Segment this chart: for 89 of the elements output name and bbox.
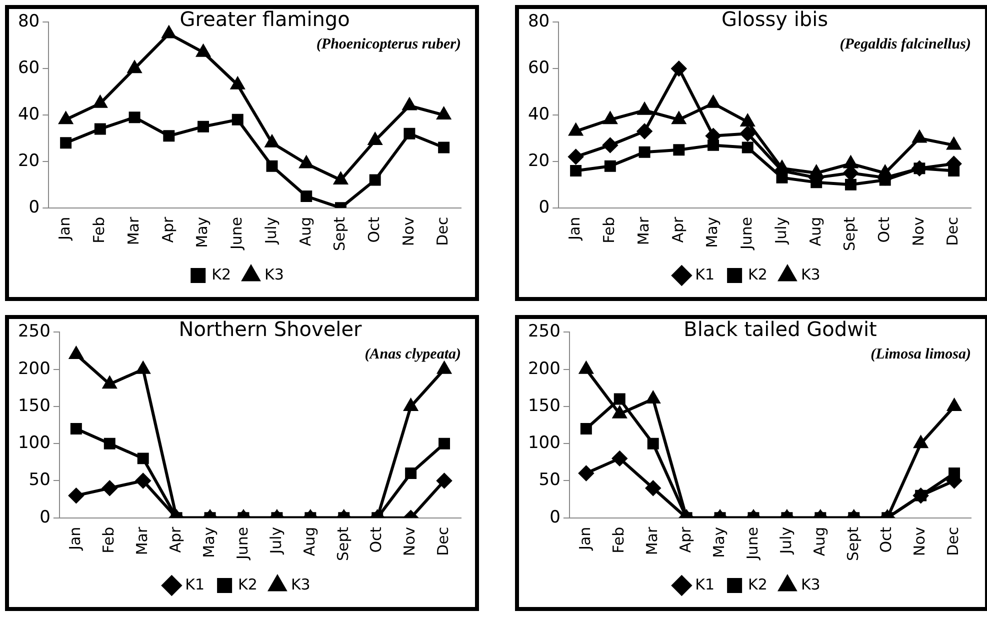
- text: (Anas clypeata): [364, 346, 462, 362]
- y-tick-label: 60: [528, 58, 550, 78]
- chart-title: Northern Shoveler: [178, 317, 362, 342]
- y-tick-label: 150: [528, 396, 560, 416]
- x-tick-label: Feb: [600, 216, 618, 244]
- x-tick-label: Dec: [434, 526, 452, 556]
- x-tick-label: Nov: [400, 526, 419, 556]
- chart-title: Glossy ibis: [722, 7, 828, 32]
- x-tick-label: May: [703, 216, 722, 248]
- x-tick-label: Aug: [296, 216, 314, 246]
- x-tick-label: Sept: [844, 526, 862, 562]
- x-tick-label: Apr: [166, 526, 184, 553]
- x-tick-label: Nov: [909, 216, 928, 246]
- x-tick-label: June: [228, 216, 246, 251]
- y-tick-label: 0: [40, 507, 50, 528]
- x-tick-label: Feb: [100, 526, 118, 554]
- legend-label: K2: [748, 575, 768, 594]
- text: (Limosa limosa): [870, 346, 971, 362]
- chart-title: Greater flamingo: [180, 7, 350, 32]
- legend-label: K1: [695, 575, 715, 594]
- x-tick-label: July: [772, 216, 790, 245]
- text: (Pegaldis falcinellus): [840, 36, 971, 52]
- y-tick-label: 100: [528, 433, 560, 454]
- x-tick-label: Sept: [334, 526, 352, 562]
- y-tick-label: 250: [18, 322, 50, 342]
- x-tick-label: Feb: [610, 526, 628, 554]
- y-tick-label: 150: [18, 396, 50, 416]
- y-tick-label: 200: [18, 358, 50, 379]
- y-tick-label: 100: [18, 433, 50, 454]
- x-tick-label: May: [193, 216, 212, 248]
- x-tick-label: Dec: [944, 526, 962, 556]
- x-tick-label: June: [738, 216, 756, 251]
- x-tick-label: Aug: [806, 216, 824, 246]
- legend-label: K3: [264, 265, 284, 284]
- y-tick-label: 250: [528, 322, 560, 342]
- y-tick-label: 200: [528, 358, 560, 379]
- x-tick-label: Sept: [330, 216, 349, 252]
- x-tick-label: July: [776, 526, 795, 555]
- legend-label: K2: [238, 575, 258, 594]
- y-tick-label: 50: [538, 470, 560, 490]
- y-tick-label: 0: [28, 197, 40, 218]
- legend-label: K3: [800, 575, 820, 594]
- x-tick-label: July: [266, 526, 285, 555]
- legend-label: K1: [185, 575, 205, 594]
- x-tick-label: May: [200, 526, 218, 558]
- x-tick-label: Mar: [124, 216, 142, 246]
- x-tick-label: Mar: [634, 216, 652, 246]
- y-tick-label: 40: [528, 104, 550, 124]
- y-tick-label: 60: [18, 58, 40, 78]
- y-tick-label: 0: [538, 197, 550, 218]
- y-tick-label: 50: [28, 470, 50, 490]
- x-tick-label: Jan: [566, 216, 584, 241]
- y-tick-label: 40: [18, 104, 40, 124]
- x-tick-label: Apr: [668, 216, 687, 243]
- x-tick-label: Dec: [434, 216, 452, 246]
- x-tick-label: Nov: [910, 526, 929, 556]
- y-tick-label: 20: [18, 150, 40, 171]
- x-tick-label: Sept: [840, 216, 859, 252]
- x-tick-label: Oct: [364, 216, 383, 243]
- text: (Phoenicopterus ruber): [316, 36, 461, 52]
- x-tick-label: Oct: [877, 526, 896, 553]
- x-tick-label: Nov: [399, 216, 418, 246]
- legend-label: K3: [800, 265, 820, 284]
- y-tick-label: 20: [528, 150, 550, 171]
- x-tick-label: Mar: [642, 526, 661, 556]
- x-tick-label: June: [233, 526, 252, 561]
- x-tick-label: July: [262, 216, 280, 245]
- x-tick-label: Apr: [158, 216, 177, 243]
- x-tick-label: Jan: [576, 526, 594, 551]
- x-tick-label: Feb: [90, 216, 108, 244]
- x-tick-label: Oct: [367, 526, 386, 553]
- x-tick-label: Jan: [66, 526, 84, 551]
- x-tick-label: Oct: [874, 216, 893, 243]
- y-tick-label: 80: [18, 12, 40, 32]
- y-tick-label: 0: [550, 507, 560, 528]
- x-tick-label: Apr: [676, 526, 694, 553]
- x-tick-label: Aug: [300, 526, 318, 556]
- x-tick-label: Aug: [810, 526, 828, 556]
- x-tick-label: Jan: [56, 216, 74, 241]
- chart-title: Black tailed Godwit: [684, 317, 877, 342]
- legend-label: K2: [212, 265, 232, 284]
- x-tick-label: May: [710, 526, 728, 558]
- legend-label: K1: [695, 265, 715, 284]
- x-tick-label: June: [743, 526, 762, 561]
- legend-label: K2: [748, 265, 768, 284]
- legend-label: K3: [290, 575, 310, 594]
- x-tick-label: Mar: [132, 526, 151, 556]
- x-tick-label: Dec: [944, 216, 962, 246]
- y-tick-label: 80: [528, 12, 550, 32]
